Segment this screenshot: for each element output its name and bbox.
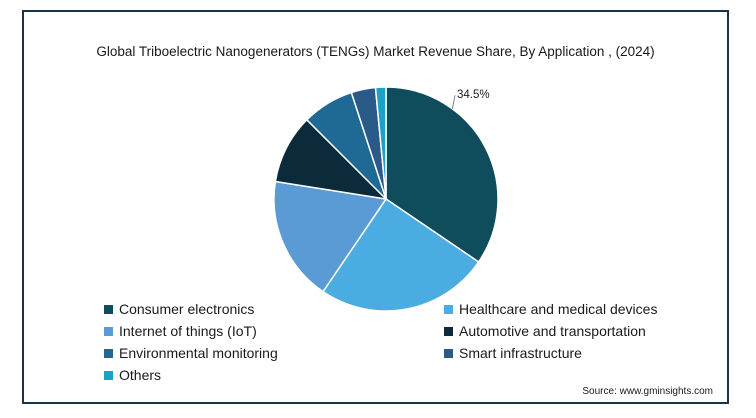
pie-slice-consumer-electronics <box>385 86 499 263</box>
legend-item: Others <box>104 367 161 383</box>
pie-slice-healthcare-and-medical-devices <box>322 197 480 312</box>
legend-label: Consumer electronics <box>119 301 255 317</box>
pie-chart: 34.5% <box>273 86 499 312</box>
legend-item: Smart infrastructure <box>444 345 582 361</box>
pie-slice-others <box>374 86 387 200</box>
legend-swatch <box>444 348 453 358</box>
legend-label: Environmental monitoring <box>119 345 278 361</box>
legend-item: Automotive and transportation <box>444 323 646 339</box>
legend-swatch <box>104 326 113 336</box>
legend-label: Others <box>119 367 162 383</box>
data-label: 34.5% <box>457 89 490 101</box>
chart-title: Global Triboelectric Nanogenerators (TEN… <box>96 44 655 59</box>
data-label-leader <box>451 95 456 109</box>
legend-swatch <box>444 326 453 336</box>
legend-item: Consumer electronics <box>104 301 254 317</box>
legend-label: Automotive and transportation <box>459 323 646 339</box>
chart-frame: Global Triboelectric Nanogenerators (TEN… <box>22 10 729 404</box>
legend-swatch <box>444 304 453 314</box>
legend-swatch <box>104 348 113 358</box>
legend-label: Smart infrastructure <box>459 345 582 361</box>
legend-item: Environmental monitoring <box>104 345 278 361</box>
legend-swatch <box>104 370 113 380</box>
pie-slice-internet-of-things-iot <box>273 180 388 293</box>
legend-label: Healthcare and medical devices <box>459 301 658 317</box>
source-note: Source: www.gminsights.com <box>582 386 713 397</box>
legend-item: Internet of things (IoT) <box>104 323 257 339</box>
legend-label: Internet of things (IoT) <box>119 323 257 339</box>
legend-item: Healthcare and medical devices <box>444 301 657 317</box>
legend-swatch <box>104 304 113 314</box>
